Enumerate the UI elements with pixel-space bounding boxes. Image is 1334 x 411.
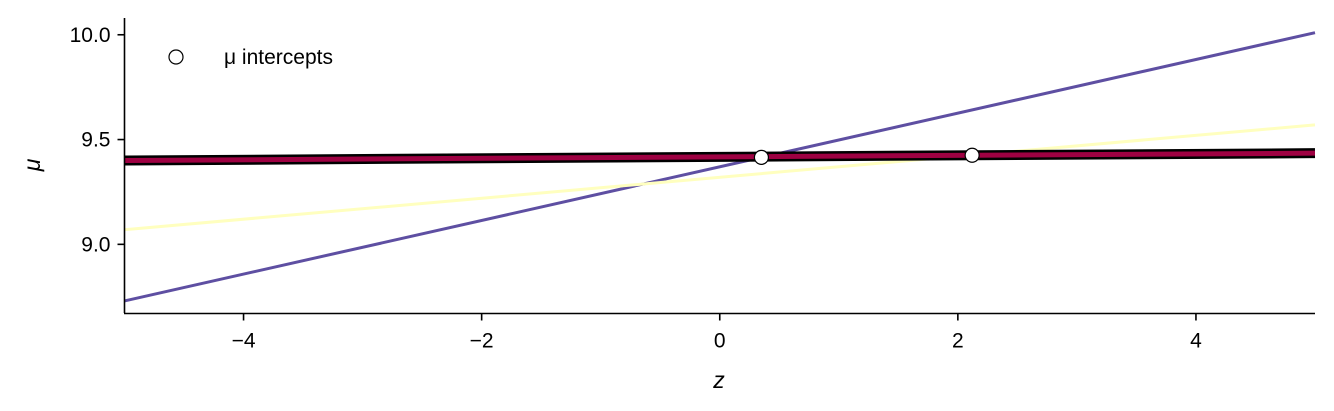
ticks-layer: −4 −2 0 2 4 9.0 9.5 10.0 — [70, 24, 1202, 353]
x-tick-label-4: 4 — [1190, 330, 1202, 353]
legend-marker — [168, 49, 184, 65]
legend-label: μ intercepts — [224, 46, 333, 69]
x-tick-label-0: −4 — [232, 330, 256, 353]
intercept-point-1 — [964, 147, 980, 163]
x-tick-label-2: 0 — [714, 330, 726, 353]
y-tick-label-0: 9.0 — [81, 233, 110, 256]
x-tick-label-1: −2 — [470, 330, 494, 353]
legend: μ intercepts — [168, 46, 333, 69]
intercept-point-0 — [753, 149, 770, 165]
x-axis-label: z — [712, 367, 725, 393]
y-axis-label: μ — [19, 158, 45, 172]
y-tick-label-2: 10.0 — [70, 24, 111, 47]
x-tick-label-3: 2 — [952, 330, 964, 353]
series-layer — [124, 31, 1316, 303]
series-line-0 — [124, 31, 1316, 303]
y-tick-label-1: 9.5 — [81, 129, 110, 152]
series-line-3 — [124, 150, 1316, 164]
series-line-1 — [124, 123, 1316, 232]
points-layer — [753, 147, 980, 165]
